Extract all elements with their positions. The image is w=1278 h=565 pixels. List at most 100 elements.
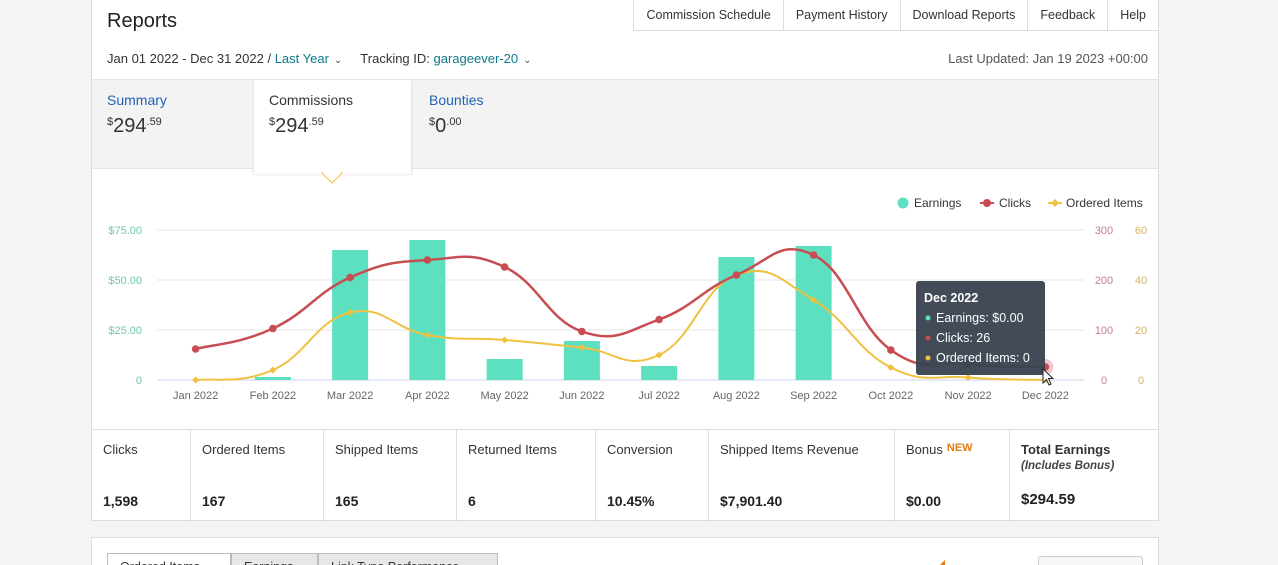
y-axis-right-items-tick: 20 bbox=[1135, 325, 1147, 337]
tab-label: Bounties bbox=[429, 92, 484, 108]
x-axis-tick: Jun 2022 bbox=[559, 390, 604, 402]
earnings-bar bbox=[486, 359, 523, 380]
stat-ordered-items: Ordered Items 167 bbox=[191, 430, 324, 522]
period-dropdown[interactable]: Last Year ⌄ bbox=[275, 51, 343, 66]
page-title: Reports bbox=[107, 10, 178, 32]
x-axis-tick: Apr 2022 bbox=[405, 390, 450, 402]
ordered-items-point bbox=[346, 309, 354, 316]
ordered-items-point bbox=[964, 374, 972, 381]
report-subtabs: Ordered Items Earnings Link Type Perform… bbox=[107, 553, 498, 565]
mouse-cursor-icon bbox=[1042, 367, 1055, 386]
x-axis-tick: Aug 2022 bbox=[713, 390, 760, 402]
last-updated: Last Updated: Jan 19 2023 +00:00 bbox=[948, 51, 1148, 66]
clicks-point bbox=[269, 324, 277, 333]
clicks-point bbox=[809, 251, 818, 259]
tab-amount: $0.00 bbox=[429, 115, 462, 137]
period-label: Last Year bbox=[274, 51, 329, 66]
stat-value: 6 bbox=[468, 493, 476, 509]
payment-history-link[interactable]: Payment History bbox=[784, 0, 901, 30]
tracking-id-dropdown[interactable]: garageever-20 ⌄ bbox=[434, 51, 532, 66]
tooltip-series-dot bbox=[925, 335, 931, 341]
stat-value: $7,901.40 bbox=[720, 493, 783, 509]
tab-label: Summary bbox=[107, 92, 167, 108]
y-axis-left-tick: $75.00 bbox=[108, 225, 142, 237]
stat-conversion: Conversion 10.45% bbox=[596, 430, 709, 522]
y-axis-right-clicks-tick: 200 bbox=[1095, 275, 1113, 287]
x-axis-tick: Jan 2022 bbox=[173, 390, 218, 402]
earnings-bar bbox=[641, 366, 678, 380]
y-axis-right-items-tick: 40 bbox=[1135, 275, 1147, 287]
filter-bar: Jan 01 2022 - Dec 31 2022 / Last Year ⌄ T… bbox=[107, 51, 531, 66]
tab-commissions[interactable]: Commissions $294.59 bbox=[253, 80, 412, 174]
stat-value: 165 bbox=[335, 493, 359, 509]
tooltip-series-dot bbox=[925, 355, 931, 361]
y-axis-left-tick: $25.00 bbox=[108, 325, 142, 337]
stat-label: Conversion bbox=[607, 442, 673, 457]
tab-link-type-performance[interactable]: Link Type Performance bbox=[318, 553, 498, 565]
summary-tabs: Summary $294.59 Commissions $294.59 Boun… bbox=[92, 79, 1158, 174]
help-link[interactable]: Help bbox=[1120, 8, 1146, 22]
y-axis-left-tick: 0 bbox=[136, 375, 142, 387]
x-axis-tick: Sep 2022 bbox=[790, 390, 837, 402]
clicks-point bbox=[732, 271, 741, 279]
x-axis-tick: Oct 2022 bbox=[869, 390, 914, 402]
tracking-id-value: garageever-20 bbox=[433, 51, 519, 66]
clicks-point bbox=[578, 327, 586, 336]
chevron-down-icon: ⌄ bbox=[333, 55, 343, 66]
tooltip-line: Clicks: 26 bbox=[936, 331, 990, 345]
x-axis-tick: May 2022 bbox=[480, 390, 528, 402]
tooltip-title: Dec 2022 bbox=[924, 291, 978, 305]
tooltip-line: Ordered Items: 0 bbox=[936, 351, 1030, 365]
y-axis-right-items-tick: 60 bbox=[1135, 225, 1147, 237]
tracking-id-label: Tracking ID: bbox=[360, 51, 430, 66]
legend-ordered-label: Ordered Items bbox=[1066, 196, 1143, 210]
stat-sublabel: (Includes Bonus) bbox=[1021, 460, 1115, 472]
stat-shipped-items: Shipped Items 165 bbox=[324, 430, 457, 522]
active-tab-caret-icon bbox=[321, 172, 343, 184]
stat-value: 1,598 bbox=[103, 493, 139, 509]
reports-panel: Reports Commission Schedule Payment Hist… bbox=[91, 0, 1159, 522]
date-range-text: Jan 01 2022 - Dec 31 2022 / bbox=[107, 51, 272, 66]
arrow-icon bbox=[940, 560, 945, 565]
clicks-point bbox=[423, 256, 432, 264]
chart-tooltip bbox=[916, 281, 1045, 375]
x-axis-tick: Feb 2022 bbox=[250, 390, 296, 402]
stat-bonus: Bonus NEW $0.00 bbox=[895, 430, 1010, 522]
y-axis-left-tick: $50.00 bbox=[108, 275, 142, 287]
stat-returned-items: Returned Items 6 bbox=[457, 430, 596, 522]
tab-earnings[interactable]: Earnings bbox=[231, 553, 318, 565]
y-axis-right-items-tick: 0 bbox=[1138, 375, 1144, 387]
tab-ordered-items[interactable]: Ordered Items bbox=[107, 553, 231, 565]
stat-shipped-items-revenue: Shipped Items Revenue $7,901.40 bbox=[709, 430, 895, 522]
stat-total-earnings: Total Earnings (Includes Bonus) $294.59 bbox=[1010, 430, 1158, 522]
ordered-items-point bbox=[578, 344, 586, 351]
chevron-down-icon: ⌄ bbox=[523, 55, 532, 66]
download-reports-link[interactable]: Download Reports bbox=[901, 0, 1029, 30]
ordered-items-point bbox=[269, 366, 277, 374]
clicks-point bbox=[887, 346, 895, 354]
earnings-bar bbox=[795, 246, 832, 380]
tab-bounties[interactable]: Bounties $0.00 bbox=[414, 80, 574, 170]
earnings-bar bbox=[254, 377, 291, 380]
clicks-point bbox=[346, 273, 354, 282]
clicks-point bbox=[655, 315, 663, 324]
tab-amount: $294.59 bbox=[107, 115, 162, 137]
stat-value: $294.59 bbox=[1021, 491, 1076, 508]
y-axis-right-clicks-tick: 300 bbox=[1095, 225, 1113, 237]
ordered-items-point bbox=[655, 351, 663, 359]
details-panel: Ordered Items Earnings Link Type Perform… bbox=[91, 537, 1159, 565]
stat-label: Shipped Items Revenue bbox=[720, 442, 859, 457]
tab-label: Commissions bbox=[269, 92, 354, 108]
export-button[interactable] bbox=[1038, 556, 1143, 565]
feedback-link[interactable]: Feedback bbox=[1028, 0, 1109, 30]
commission-schedule-link[interactable]: Commission Schedule bbox=[634, 0, 784, 30]
stat-value: 10.45% bbox=[607, 493, 655, 509]
legend-ordered-icon bbox=[1051, 199, 1059, 207]
legend-clicks-label: Clicks bbox=[999, 196, 1031, 210]
tab-summary[interactable]: Summary $294.59 bbox=[92, 80, 253, 170]
y-axis-right-clicks-tick: 100 bbox=[1095, 325, 1113, 337]
tooltip-line: Earnings: $0.00 bbox=[936, 311, 1024, 325]
stat-label: Clicks bbox=[103, 442, 138, 457]
stats-row: Clicks 1,598 Ordered Items 167 Shipped I… bbox=[92, 429, 1158, 522]
ordered-items-point bbox=[887, 364, 895, 371]
